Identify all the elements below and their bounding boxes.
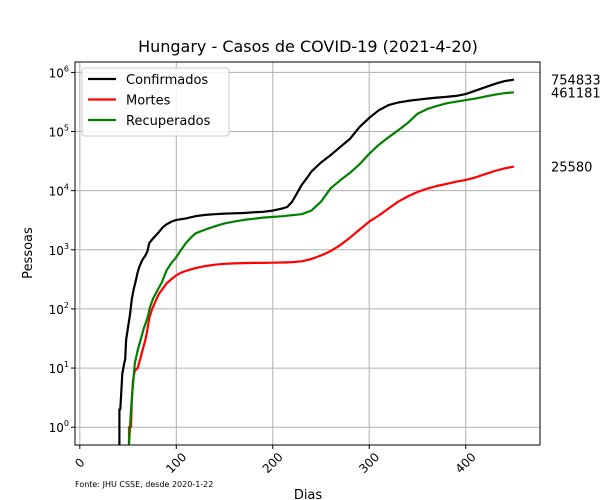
y-tick-label: 105 (49, 124, 69, 140)
legend: Confirmados Mortes Recuperados (81, 67, 230, 137)
y-tick-label: 100 (49, 419, 69, 435)
legend-label: Recuperados (126, 114, 211, 129)
end-label-confirmados: 754833 (551, 74, 600, 89)
x-axis-label: Dias (294, 488, 323, 500)
y-axis-label: Pessoas (21, 227, 36, 279)
plot-frame (74, 61, 541, 446)
series-line-confirmados (118, 78, 515, 445)
legend-label: Mortes (126, 94, 171, 109)
series-end-labels: 754833 25580 461181 (551, 74, 600, 176)
y-tick-label: 106 (49, 64, 69, 80)
legend-box (81, 67, 230, 137)
end-label-recuperados: 461181 (551, 86, 600, 101)
source-note: Fonte: JHU CSSE, desde 2020-1-22 (75, 480, 213, 489)
legend-label: Confirmados (126, 73, 208, 88)
series-line-recuperados (127, 91, 515, 445)
y-tick-label: 101 (49, 360, 69, 376)
chart-title: Hungary - Casos de COVID-19 (2021-4-20) (138, 37, 478, 56)
y-tick-label: 102 (49, 301, 69, 317)
end-label-mortes: 25580 (551, 161, 592, 176)
series-lines (118, 78, 515, 445)
y-tick-label: 103 (49, 242, 69, 258)
series-line-mortes (127, 165, 515, 445)
y-tick-label: 104 (49, 183, 69, 199)
